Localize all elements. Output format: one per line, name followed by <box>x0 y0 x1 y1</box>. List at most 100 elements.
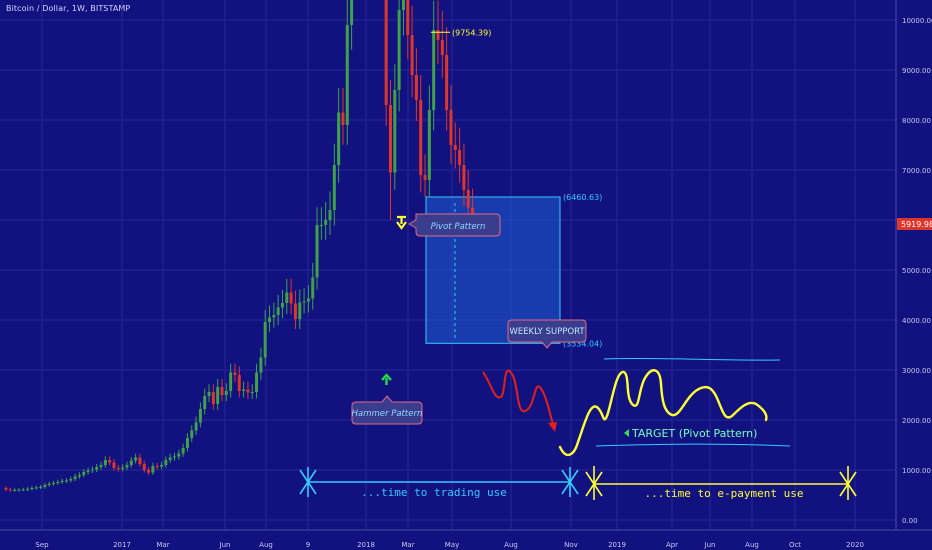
candle-body <box>306 298 310 302</box>
candle-body <box>121 467 125 469</box>
x-tick-label: 2017 <box>113 541 131 549</box>
x-tick-label: Nov <box>564 541 578 549</box>
candle-body <box>52 483 56 484</box>
candle-body <box>138 457 142 464</box>
x-tick-label: 2018 <box>357 541 375 549</box>
x-tick-label: Aug <box>504 541 518 549</box>
candle-body <box>90 469 94 471</box>
target-label: TARGET (Pivot Pattern) <box>631 427 757 440</box>
candle-body <box>177 453 181 457</box>
candle-body <box>73 476 77 479</box>
candle-body <box>151 466 155 473</box>
y-tick-label: 8000.00 <box>902 117 931 125</box>
candle-body <box>272 315 276 318</box>
pivot-pattern-callout[interactable]: Pivot Pattern <box>407 213 501 237</box>
candle-body <box>64 480 68 482</box>
candle-body <box>43 485 47 487</box>
candle-body <box>289 292 293 304</box>
candle-body <box>99 465 103 467</box>
trading-span-label: ...time to trading use <box>361 486 507 499</box>
epayment-time-span: ...time to e-payment use <box>585 466 857 500</box>
x-tick-label: Oct <box>789 541 801 549</box>
candle-body <box>82 472 86 475</box>
channel-upper-line <box>603 357 781 361</box>
candle-body <box>311 277 315 299</box>
candle-body <box>220 387 224 395</box>
candle-body <box>345 25 349 125</box>
forecast-red-path <box>482 369 554 425</box>
x-tick-label: Aug <box>259 541 273 549</box>
candle-body <box>13 490 17 491</box>
target-marker-icon <box>624 429 629 437</box>
pivot-pattern-label: Pivot Pattern <box>431 222 486 232</box>
candle-body <box>8 489 12 491</box>
candle-body <box>350 0 354 25</box>
grid <box>0 0 896 530</box>
candle-body <box>280 303 284 308</box>
candle-body <box>116 468 120 469</box>
candle-body <box>112 462 116 468</box>
candle-body <box>453 145 457 150</box>
candle-body <box>406 0 410 35</box>
candle-body <box>203 396 207 409</box>
hammer-pattern-callout[interactable]: Hammer Pattern <box>351 395 423 425</box>
candle-body <box>172 456 176 458</box>
candle-body <box>160 465 164 467</box>
candle-body <box>324 220 328 225</box>
candle-body <box>285 292 289 303</box>
candle-body <box>410 35 414 75</box>
candle-body <box>302 301 306 303</box>
y-tick-label: 9000.00 <box>902 67 931 75</box>
candle-body <box>207 392 211 396</box>
y-tick-label: 5000.00 <box>902 267 931 275</box>
y-tick-label: 3000.00 <box>902 367 931 375</box>
x-tick-label: Jun <box>704 541 716 549</box>
candle-body <box>293 303 297 319</box>
candle-body <box>341 112 345 125</box>
weekly-support-callout[interactable]: WEEKLY SUPPORT <box>507 319 587 349</box>
candle-body <box>445 55 449 110</box>
candle-body <box>414 75 418 100</box>
candle-body <box>250 392 254 393</box>
candle-body <box>237 375 241 391</box>
candle-body <box>276 307 280 315</box>
x-tick-label: Jun <box>219 541 231 549</box>
candle-body <box>30 488 34 489</box>
y-tick-label: 2000.00 <box>902 417 931 425</box>
candle-body <box>108 460 112 463</box>
candle-body <box>198 409 202 423</box>
candle-body <box>388 105 392 173</box>
epayment-span-label: ...time to e-payment use <box>645 487 804 500</box>
candle-body <box>432 30 436 110</box>
candle-body <box>77 475 81 477</box>
candle-body <box>440 40 444 55</box>
x-tick-label: Apr <box>666 541 678 549</box>
candle-body <box>268 317 272 322</box>
y-tick-label: 1000.00 <box>902 467 931 475</box>
candle-body <box>155 466 159 467</box>
candle-body <box>401 0 405 10</box>
candle-body <box>69 479 73 481</box>
candle-body <box>26 488 30 490</box>
candle-body <box>103 460 107 465</box>
candle-body <box>17 489 21 491</box>
x-tick-label: Mar <box>156 541 169 549</box>
support-low-label: (3534.04) <box>563 339 602 348</box>
candle-body <box>4 488 8 490</box>
candle-body <box>164 460 168 465</box>
candle-body <box>147 470 151 473</box>
candle-body <box>337 112 341 165</box>
candle-body <box>259 357 263 373</box>
x-tick-label: 2020 <box>846 541 864 549</box>
candle-body <box>60 481 64 482</box>
candles <box>4 0 475 492</box>
candle-body <box>229 372 233 391</box>
candle-body <box>190 430 194 438</box>
forecast-red-arrowhead <box>548 422 557 432</box>
chart-title: Bitcoin / Dollar, 1W, BITSTAMP <box>6 4 131 13</box>
candle-body <box>194 422 198 431</box>
weekly-support-label: WEEKLY SUPPORT <box>509 327 585 337</box>
candle-body <box>458 150 462 165</box>
resistance-label: (9754.39) <box>452 28 491 37</box>
